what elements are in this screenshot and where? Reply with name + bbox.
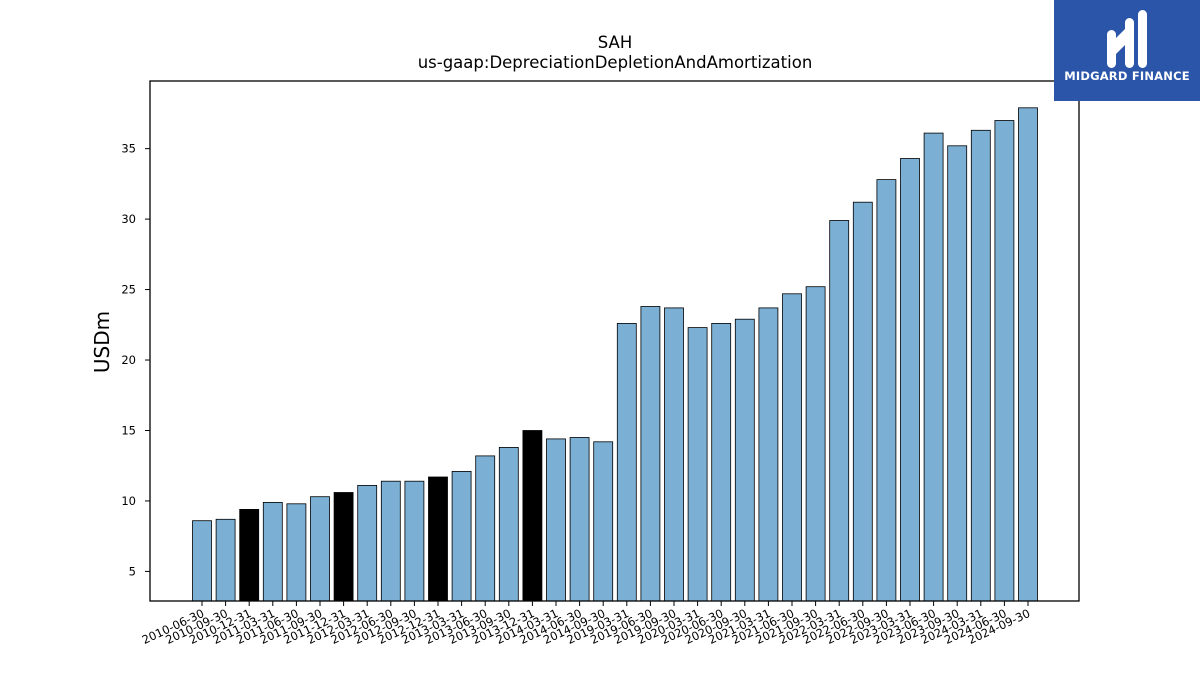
y-tick-label: 5 <box>129 564 136 578</box>
bar-2014-06-30 <box>569 437 590 602</box>
bar-2012-06-30 <box>380 480 401 602</box>
chart-subtitle: us-gaap:DepreciationDepletionAndAmortiza… <box>418 53 813 72</box>
bar-2014-09-30 <box>593 441 614 602</box>
y-tick-label: 30 <box>121 212 136 226</box>
y-tick-label: 35 <box>121 142 136 156</box>
y-axis-label: USDm <box>90 311 114 373</box>
bar-2019-09-30 <box>664 307 684 602</box>
bar-2011-12-31 <box>333 492 354 602</box>
y-tick-label: 15 <box>121 423 136 437</box>
bar-2011-03-31 <box>262 501 283 602</box>
bar-2013-12-31 <box>522 430 543 602</box>
bar-2021-06-30 <box>782 293 802 602</box>
bar-2010-09-30 <box>215 518 236 602</box>
bar-2013-06-30 <box>475 455 496 602</box>
bar-2023-06-30 <box>923 132 944 602</box>
bar-2021-09-30 <box>805 286 826 602</box>
bar-2014-03-31 <box>546 438 566 602</box>
bar-2022-06-30 <box>852 201 873 602</box>
bar-2012-09-30 <box>404 480 425 602</box>
bar-2021-03-31 <box>758 307 779 602</box>
bar-2024-06-30 <box>994 120 1015 602</box>
bar-2010-06-30 <box>192 520 212 602</box>
bar-2020-06-30 <box>711 322 732 602</box>
y-tick-label: 20 <box>121 353 136 367</box>
bar-2013-03-31 <box>451 470 472 602</box>
bar-2011-06-30 <box>286 503 307 602</box>
y-axis-ticks: 5 10 15 20 25 30 35 <box>121 142 150 578</box>
bar-2019-06-30 <box>640 306 661 602</box>
bar-2020-09-30 <box>734 318 755 602</box>
bar-2012-03-31 <box>357 484 378 602</box>
y-tick-label: 25 <box>121 283 136 297</box>
bar-2023-09-30 <box>947 145 968 602</box>
bar-2023-03-31 <box>900 158 920 602</box>
bar-2024-03-31 <box>970 129 991 602</box>
bar-2011-09-30 <box>310 496 330 602</box>
bar-2019-03-31 <box>616 322 637 602</box>
y-tick-label: 10 <box>121 494 136 508</box>
midgard-logo-icon <box>1107 10 1147 68</box>
bar-2022-09-30 <box>876 179 897 602</box>
bar-2024-09-30 <box>1018 107 1038 602</box>
bar-2010-12-31 <box>239 508 260 602</box>
midgard-finance-logo: MIDGARD FINANCE <box>1054 0 1200 101</box>
bar-2022-03-31 <box>829 220 850 602</box>
plot-frame <box>149 80 1080 602</box>
bar-2013-09-30 <box>498 446 519 602</box>
logo-text: MIDGARD FINANCE <box>1064 69 1190 83</box>
chart-title: SAH <box>598 33 632 52</box>
x-axis-ticks: 2010-06-302010-09-302010-12-312011-03-31… <box>140 601 1032 647</box>
bar-2012-12-31 <box>428 476 448 602</box>
bars-group <box>192 107 1038 602</box>
bar-2020-03-31 <box>687 327 708 602</box>
